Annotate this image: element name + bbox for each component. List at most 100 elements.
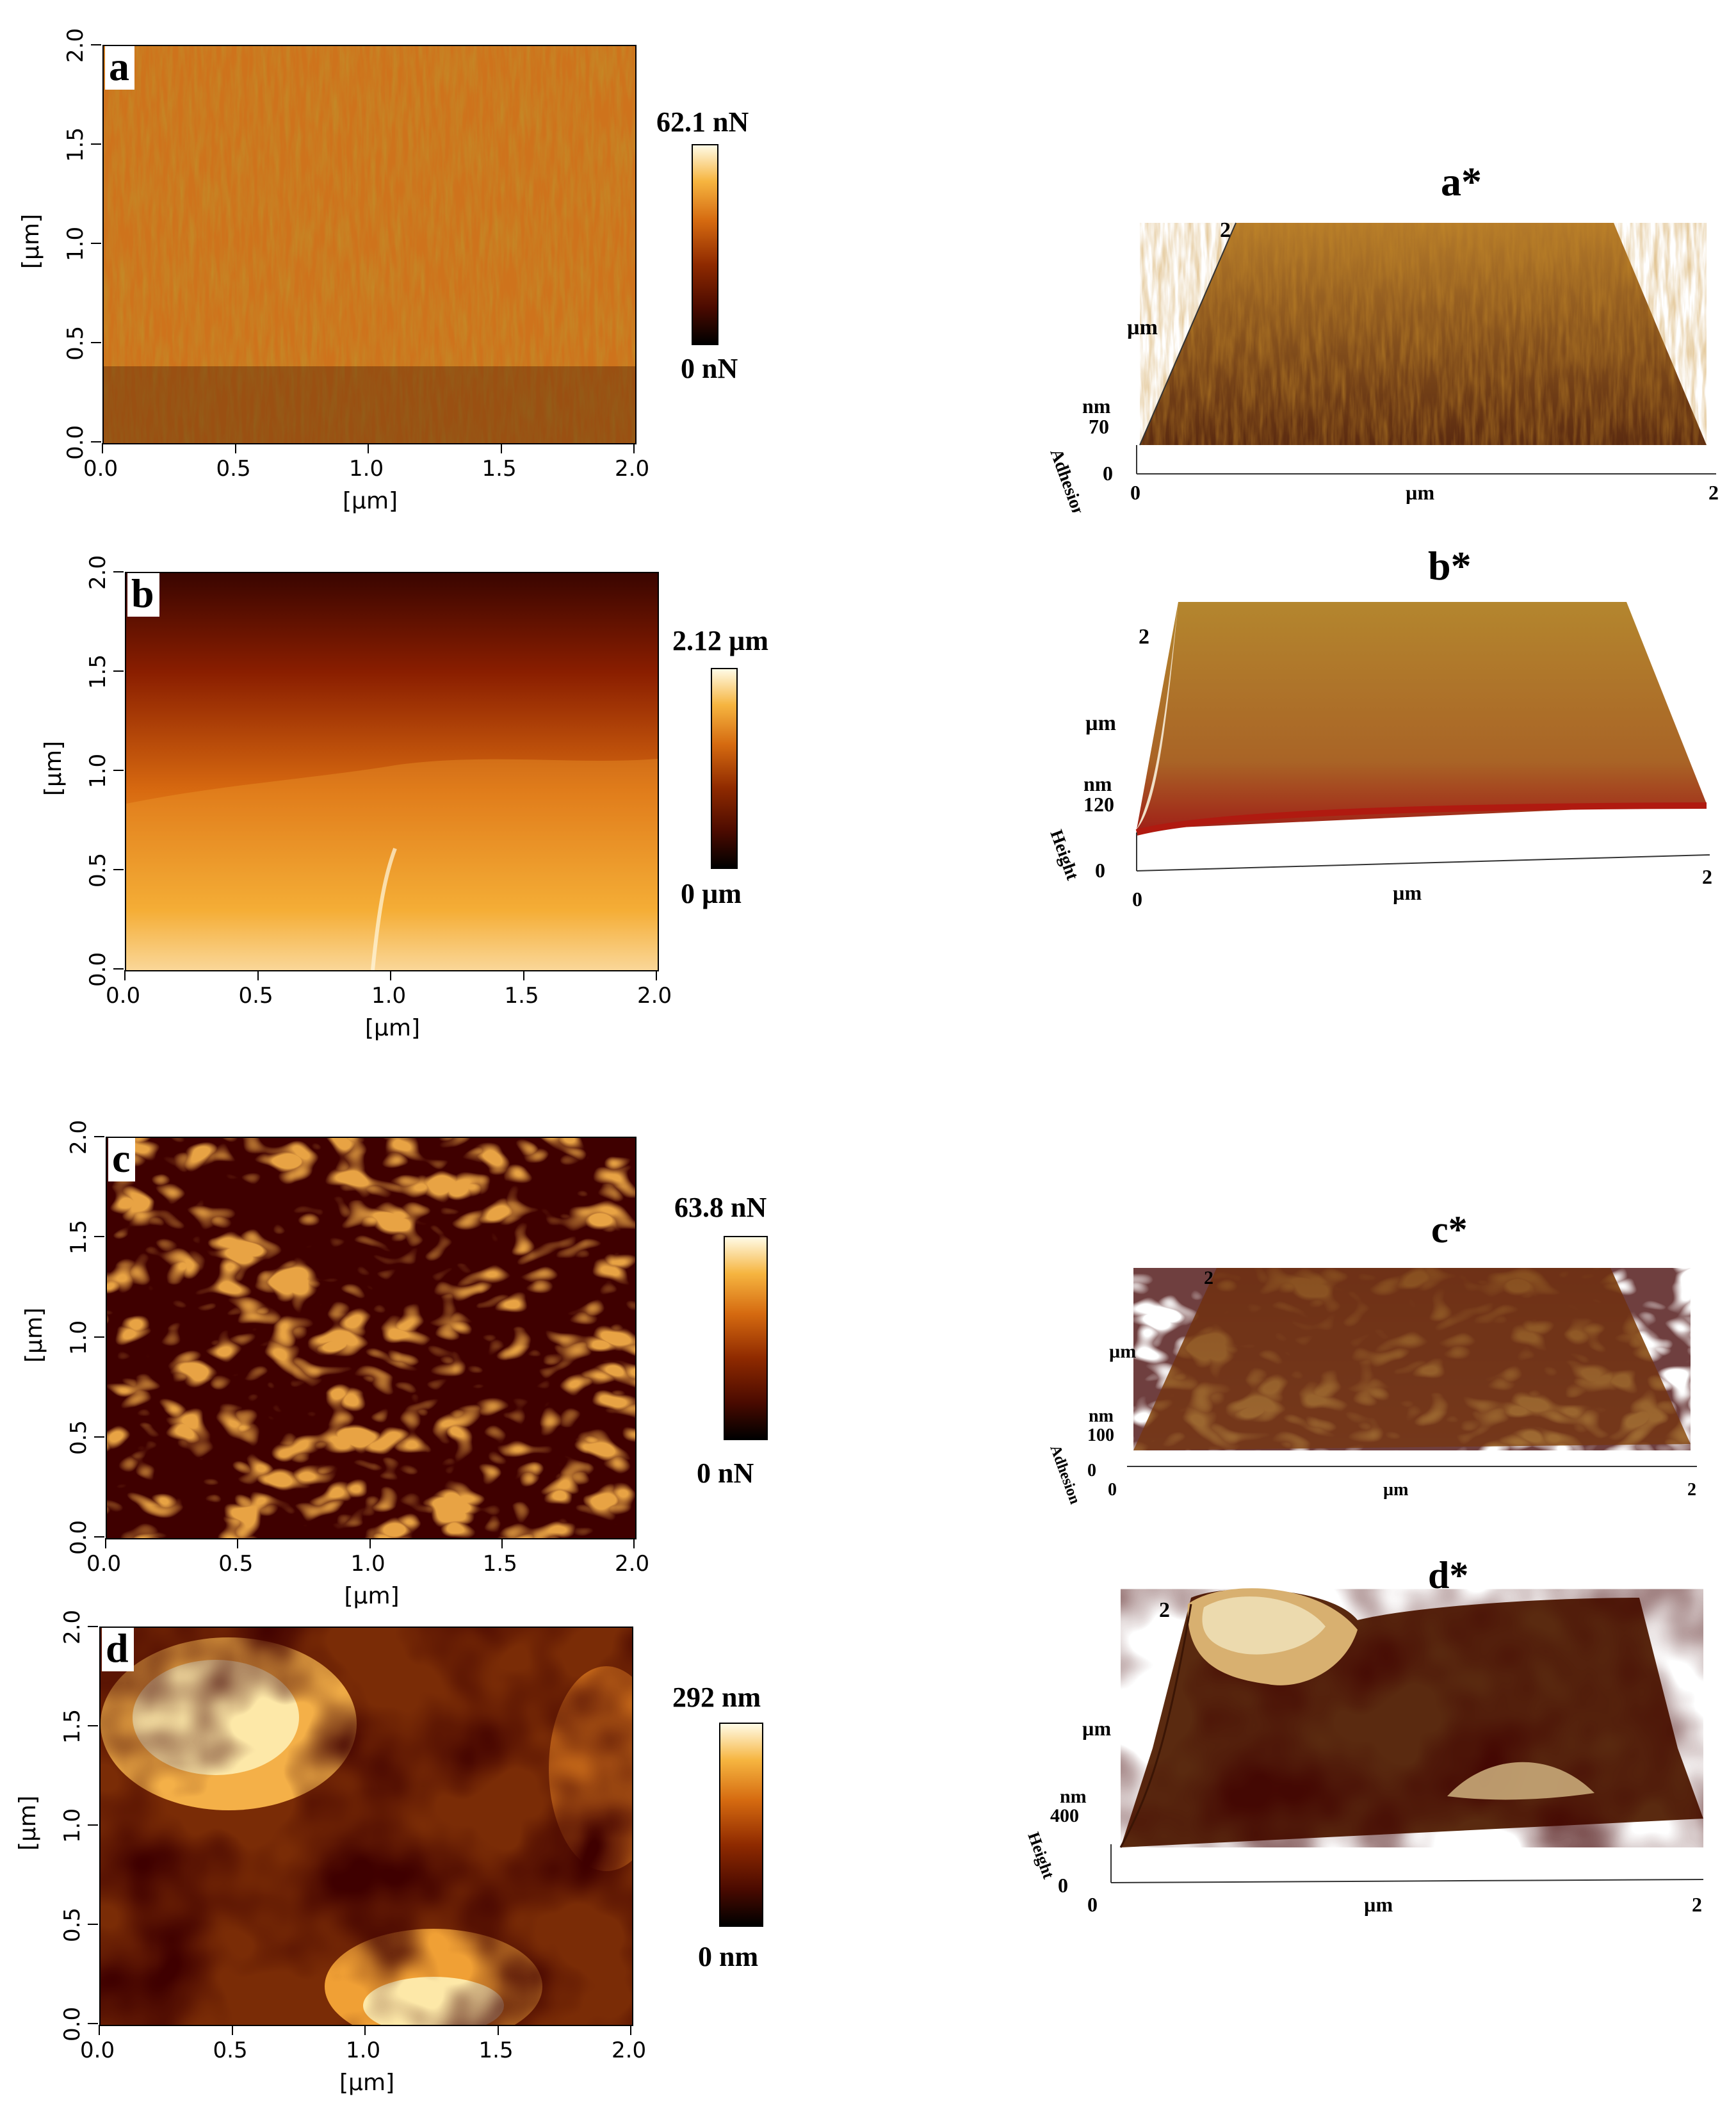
- height-map-b: [125, 572, 659, 971]
- view3d-b-title: b*: [1428, 543, 1472, 588]
- colorbar-c-gradient: [724, 1236, 768, 1440]
- y-tick-label-b: 1.0: [85, 753, 111, 788]
- view3d-b-y-label: µm: [1085, 711, 1116, 735]
- y-tick-mark-c: [94, 1136, 104, 1137]
- x-tick-label-a: 0.0: [83, 456, 118, 482]
- view3d-b-z-zero: 0: [1095, 859, 1105, 882]
- x-tick-label-c: 2.0: [615, 1551, 650, 1577]
- view3d-b-surface: [1137, 602, 1707, 829]
- y-tick-label-a: 0.5: [63, 325, 88, 361]
- x-tick-mark-d: [99, 2025, 100, 2035]
- adhesion-map-c: [106, 1137, 637, 1539]
- x-tick-mark-b: [257, 970, 259, 980]
- view3d-b-x-label: µm: [1393, 881, 1422, 904]
- height-map-d: [99, 1627, 633, 2026]
- x-tick-mark-a: [500, 443, 502, 453]
- y-tick-label-d: 1.5: [60, 1708, 85, 1744]
- y-tick-label-c: 1.0: [66, 1320, 92, 1355]
- adhesion-map-a: [102, 45, 637, 444]
- view3d-d-y-label: µm: [1082, 1717, 1111, 1740]
- y-tick-label-c: 0.5: [66, 1420, 92, 1455]
- view3d-c-x-max: 2: [1687, 1480, 1696, 1500]
- y-tick-mark-b: [113, 670, 124, 672]
- x-tick-label-c: 1.0: [350, 1551, 385, 1577]
- x-tick-label-a: 1.5: [482, 456, 517, 482]
- view3d-c-z-zero: 0: [1087, 1461, 1096, 1481]
- y-tick-label-d: 1.0: [60, 1808, 85, 1843]
- view3d-b: b* 2 µm nm 120 0 Height 0 µm 2: [1025, 538, 1729, 922]
- y-tick-label-d: 2.0: [60, 1609, 85, 1644]
- colorbar-b-gradient: [711, 668, 738, 869]
- y-tick-label-c: 2.0: [66, 1119, 92, 1155]
- view3d-c-z-value: 100: [1087, 1425, 1114, 1445]
- x-tick-mark-d: [231, 2025, 233, 2035]
- y-tick-mark-a: [91, 44, 101, 45]
- x-axis-label-a: [µm]: [343, 488, 398, 514]
- view3d-a-x-max: 2: [1708, 481, 1719, 504]
- colorbar-d-min: 0 nm: [698, 1941, 759, 1972]
- view3d-d-title: d*: [1428, 1554, 1468, 1596]
- x-tick-label-d: 2.0: [612, 2038, 647, 2063]
- x-tick-label-d: 1.0: [346, 2038, 381, 2063]
- view3d-b-z-unit: nm: [1083, 772, 1112, 795]
- x-tick-mark-b: [523, 970, 524, 980]
- x-tick-mark-a: [102, 443, 103, 453]
- x-tick-mark-c: [501, 1538, 503, 1548]
- y-tick-label-b: 1.5: [85, 654, 111, 689]
- view3d-a: a* 2 µm nm 70 0 Adhesion 0 µm 2: [1025, 154, 1729, 512]
- view3d-b-x-max: 2: [1702, 865, 1712, 888]
- colorbar-b-min: 0 µm: [681, 878, 742, 909]
- view3d-b-y-max: 2: [1139, 625, 1149, 649]
- view3d-d-x-max: 2: [1692, 1893, 1702, 1916]
- y-tick-mark-a: [91, 143, 101, 145]
- x-tick-mark-b: [656, 970, 657, 980]
- view3d-c-x-min: 0: [1108, 1480, 1117, 1500]
- view3d-b-x-axis: [1136, 854, 1710, 872]
- view3d-a-z-label: Adhesion: [1046, 446, 1089, 512]
- view3d-d-z-value: 400: [1050, 1805, 1079, 1826]
- x-tick-label-b: 1.0: [371, 983, 407, 1009]
- y-tick-label-a: 1.0: [63, 226, 88, 261]
- y-tick-mark-a: [91, 243, 101, 244]
- y-tick-label-a: 2.0: [63, 28, 88, 63]
- view3d-c-y-max: 2: [1204, 1267, 1213, 1288]
- view3d-d-z-zero: 0: [1058, 1874, 1068, 1897]
- x-tick-label-b: 0.5: [238, 983, 273, 1009]
- x-axis-label-d: [µm]: [339, 2070, 395, 2096]
- view3d-d-x-axis: [1110, 1879, 1704, 1883]
- view3d-a-y-label: µm: [1127, 316, 1158, 339]
- x-tick-mark-a: [368, 443, 369, 453]
- x-tick-mark-a: [234, 443, 236, 453]
- y-axis-label-d: [µm]: [15, 1795, 41, 1851]
- panel-letter-c: c: [108, 1138, 136, 1181]
- x-tick-mark-c: [237, 1538, 239, 1548]
- x-tick-mark-d: [630, 2025, 631, 2035]
- y-tick-mark-d: [88, 1924, 98, 1925]
- y-tick-label-a: 1.5: [63, 127, 88, 162]
- y-axis-label-a: [µm]: [18, 213, 44, 269]
- view3d-a-z-value: 70: [1089, 415, 1109, 438]
- x-axis-label-c: [µm]: [344, 1583, 400, 1609]
- view3d-b-x-min: 0: [1132, 888, 1142, 911]
- y-axis-label-c: [µm]: [21, 1307, 47, 1363]
- view3d-c-y-label: µm: [1109, 1341, 1136, 1362]
- x-tick-label-a: 1.0: [349, 456, 384, 482]
- panel-letter-a: a: [105, 46, 134, 90]
- colorbar-d-gradient: [719, 1723, 763, 1927]
- colorbar-a-gradient: [692, 144, 718, 345]
- view3d-a-z-zero: 0: [1103, 462, 1113, 485]
- x-tick-label-a: 2.0: [615, 456, 650, 482]
- y-tick-mark-c: [94, 1336, 104, 1338]
- view3d-d: d* 2 µm nm 400 0 Height 0 µm 2: [999, 1543, 1729, 1940]
- x-tick-label-b: 0.0: [106, 983, 141, 1009]
- colorbar-c-max: 63.8 nN: [674, 1192, 767, 1223]
- panel-letter-b: b: [127, 573, 159, 617]
- y-tick-mark-a: [91, 441, 101, 442]
- x-tick-mark-a: [633, 443, 635, 453]
- x-tick-label-c: 1.5: [482, 1551, 517, 1577]
- x-tick-label-c: 0.0: [86, 1551, 122, 1577]
- y-tick-mark-d: [88, 1824, 98, 1826]
- x-tick-label-d: 0.5: [213, 2038, 248, 2063]
- x-tick-label-d: 1.5: [478, 2038, 514, 2063]
- y-tick-mark-c: [94, 1236, 104, 1238]
